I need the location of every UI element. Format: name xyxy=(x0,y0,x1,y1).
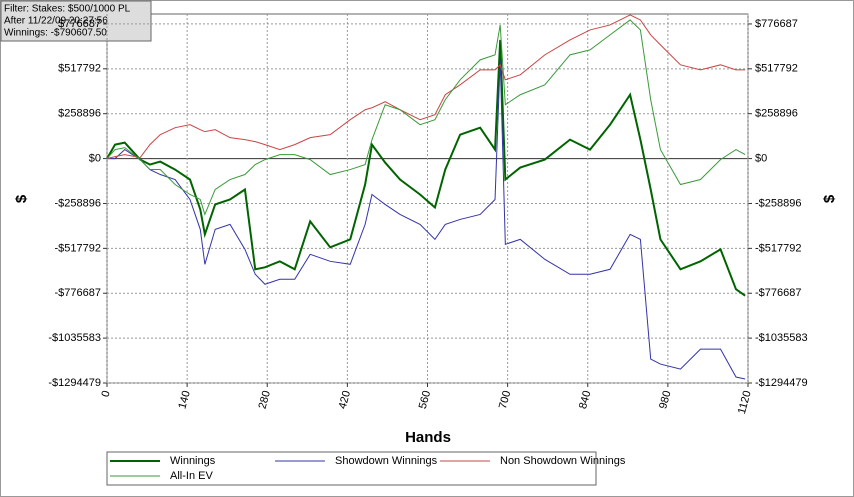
info-line: Winnings: -$790607.50 xyxy=(4,28,107,39)
x-tick-label: 840 xyxy=(577,389,593,410)
x-tick-label: 0 xyxy=(100,389,113,398)
series-line xyxy=(107,59,746,380)
y-tick-label: $258896 xyxy=(58,108,101,120)
series-line xyxy=(106,39,746,297)
y2-tick-label: -$1035583 xyxy=(755,332,808,344)
y-axis-label: $ xyxy=(13,194,30,203)
y-tick-label: -$517792 xyxy=(55,242,102,254)
y-tick-label: -$776687 xyxy=(55,287,102,299)
y-tick-label: $517792 xyxy=(58,63,101,75)
info-line: After 11/22/09 20:27:56 xyxy=(4,16,108,27)
y2-axis-label: $ xyxy=(821,194,838,203)
y-tick-label: -$1035583 xyxy=(48,332,101,344)
x-tick-label: 140 xyxy=(176,389,192,410)
legend-label: Winnings xyxy=(170,455,216,467)
x-tick-label: 980 xyxy=(657,389,673,410)
x-tick-label: 420 xyxy=(337,389,353,410)
y-tick-label: -$1294479 xyxy=(48,377,101,389)
y2-tick-label: $517792 xyxy=(755,63,798,75)
legend-label: Showdown Winnings xyxy=(335,455,438,467)
legend-label: All-In EV xyxy=(170,470,213,482)
legend-label: Non Showdown Winnings xyxy=(500,455,626,467)
y2-tick-label: $258896 xyxy=(755,108,798,120)
x-tick-label: 560 xyxy=(417,389,433,410)
y-tick-label: -$258896 xyxy=(55,197,102,209)
y2-tick-label: -$517792 xyxy=(755,242,802,254)
series-line xyxy=(106,19,746,216)
y-tick-label: $0 xyxy=(89,152,101,164)
info-line: Filter: Stakes: $500/1000 PL xyxy=(4,4,131,15)
series-line xyxy=(106,14,746,160)
legend xyxy=(106,451,597,486)
y2-tick-label: $776687 xyxy=(755,18,798,30)
y2-tick-label: $0 xyxy=(755,152,767,164)
y2-tick-label: -$1294479 xyxy=(755,377,808,389)
x-tick-label: 280 xyxy=(257,389,273,410)
y2-tick-label: -$258896 xyxy=(755,197,802,209)
x-tick-label: 1120 xyxy=(736,389,754,415)
y2-tick-label: -$776687 xyxy=(755,287,802,299)
y-tick-label: $776687 xyxy=(58,18,101,30)
x-axis-label: Hands xyxy=(405,429,451,446)
info-box xyxy=(0,0,152,42)
x-tick-label: 700 xyxy=(497,389,513,410)
